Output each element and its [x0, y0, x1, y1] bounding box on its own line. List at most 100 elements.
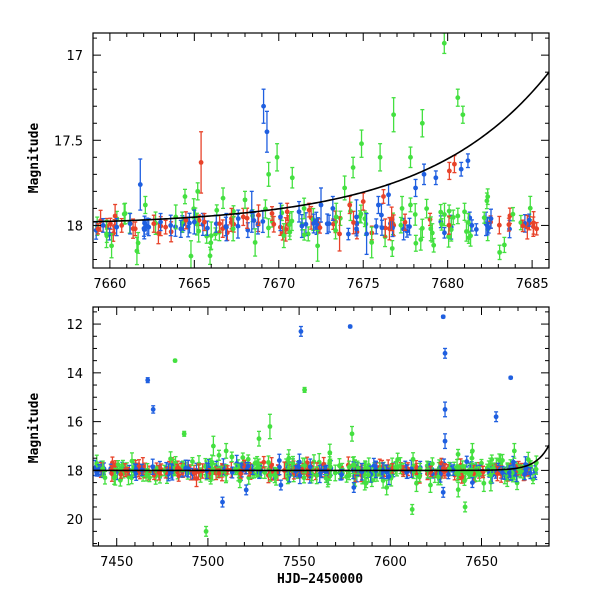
series-point: [409, 503, 415, 515]
baseline-point: [327, 443, 333, 462]
data-point: [462, 504, 468, 510]
data-point: [317, 225, 323, 231]
baseline-point: [468, 224, 473, 247]
data-point: [245, 463, 251, 469]
baseline-point: [448, 217, 454, 242]
baseline-point: [455, 448, 461, 460]
baseline-point: [245, 222, 251, 239]
baseline-point: [216, 449, 222, 461]
top-panel: 7660 7665 7670 7675 7680 7685 17 17.5 18 Magnitu…: [27, 32, 550, 292]
data-point: [217, 221, 223, 227]
baseline-point: [205, 220, 210, 236]
data-point: [330, 205, 336, 211]
data-point: [458, 166, 464, 172]
data-point: [278, 214, 283, 220]
data-point: [466, 471, 471, 477]
series-point: [137, 158, 143, 211]
baseline-point: [358, 204, 364, 224]
series-point: [362, 474, 368, 491]
series-point: [274, 143, 280, 172]
series-point: [455, 88, 461, 107]
data-point: [266, 460, 271, 465]
baseline-point: [501, 236, 507, 254]
data-point: [256, 436, 262, 442]
data-point: [342, 185, 348, 191]
data-point: [303, 221, 309, 227]
data-point: [459, 474, 465, 480]
data-point: [198, 160, 204, 165]
data-point: [229, 470, 235, 475]
data-point: [127, 221, 133, 227]
data-point: [373, 224, 379, 229]
data-point: [104, 231, 109, 237]
baseline-point: [431, 237, 437, 253]
data-point: [264, 129, 270, 135]
baseline-point: [410, 452, 416, 467]
data-point: [204, 233, 210, 239]
baseline-point: [412, 203, 418, 226]
series-point: [242, 190, 248, 210]
baseline-point: [497, 244, 503, 261]
baseline-point: [129, 452, 135, 470]
data-point: [314, 225, 319, 230]
baseline-point: [305, 226, 311, 242]
data-point: [363, 221, 369, 227]
data-point: [163, 224, 169, 230]
baseline-point: [266, 455, 271, 470]
data-point: [132, 226, 138, 232]
data-point: [446, 234, 452, 240]
data-point: [479, 460, 484, 466]
series-point: [508, 375, 514, 381]
series-point: [181, 430, 187, 437]
baseline-point: [311, 213, 317, 234]
data-point: [266, 225, 271, 231]
series-point: [142, 195, 148, 215]
data-point: [441, 40, 447, 46]
data-point: [464, 459, 470, 465]
x-tick-label: 7550: [283, 555, 316, 570]
data-point: [386, 192, 391, 198]
baseline-point: [156, 464, 162, 481]
data-point: [229, 454, 235, 460]
data-point: [484, 198, 490, 204]
baseline-point: [252, 457, 258, 470]
baseline-point: [477, 466, 482, 482]
baseline-point: [438, 203, 444, 221]
data-point: [469, 223, 475, 228]
data-point: [251, 218, 257, 223]
data-point: [442, 407, 448, 412]
data-point: [182, 194, 188, 199]
series-point: [243, 484, 249, 496]
data-point: [455, 487, 461, 493]
series-point: [440, 314, 446, 320]
data-point: [287, 222, 293, 227]
data-point: [327, 464, 333, 470]
data-point: [381, 194, 386, 199]
series-point: [469, 477, 475, 489]
baseline-point: [530, 216, 536, 238]
data-point: [289, 218, 295, 224]
series-point: [452, 154, 457, 174]
baseline-point: [196, 463, 202, 481]
series-point: [183, 211, 189, 230]
baseline-point: [129, 471, 135, 485]
series-point: [104, 219, 109, 249]
baseline-point: [408, 197, 413, 213]
y-tick-label: 14: [66, 367, 83, 382]
series-point: [441, 33, 447, 55]
baseline-point: [266, 218, 271, 238]
x-tick-label: 7450: [100, 555, 133, 570]
series-point: [376, 195, 381, 215]
data-point: [168, 223, 174, 228]
data-point: [256, 465, 262, 470]
data-point: [289, 175, 295, 181]
data-point: [506, 470, 512, 476]
data-point: [497, 249, 503, 255]
data-point: [213, 221, 219, 227]
baseline-point: [182, 188, 188, 205]
data-point: [362, 480, 368, 485]
baseline-point: [289, 211, 295, 232]
series-point: [442, 401, 448, 418]
baseline-point: [500, 465, 505, 480]
